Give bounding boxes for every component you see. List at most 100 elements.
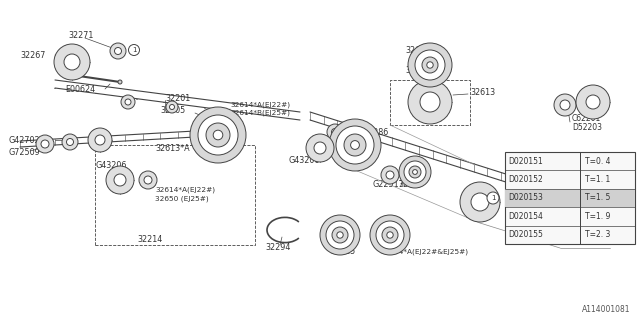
Circle shape bbox=[88, 128, 112, 152]
Circle shape bbox=[36, 135, 54, 153]
Circle shape bbox=[213, 130, 223, 140]
Text: G43206: G43206 bbox=[95, 161, 126, 170]
Circle shape bbox=[399, 156, 431, 188]
Circle shape bbox=[110, 43, 126, 59]
Text: T=1. 9: T=1. 9 bbox=[585, 212, 611, 221]
Circle shape bbox=[586, 95, 600, 109]
Text: 32613: 32613 bbox=[470, 87, 495, 97]
Text: 32614*A(EJ22#): 32614*A(EJ22#) bbox=[155, 187, 215, 193]
Text: G43206: G43206 bbox=[555, 211, 586, 220]
Circle shape bbox=[139, 171, 157, 189]
Circle shape bbox=[64, 54, 80, 70]
Circle shape bbox=[460, 182, 500, 222]
Text: 32201: 32201 bbox=[165, 93, 190, 102]
Circle shape bbox=[190, 107, 246, 163]
Circle shape bbox=[487, 192, 499, 204]
Circle shape bbox=[415, 50, 445, 80]
Text: 32267: 32267 bbox=[20, 51, 45, 60]
Circle shape bbox=[114, 174, 126, 186]
Circle shape bbox=[115, 47, 122, 54]
Circle shape bbox=[427, 62, 433, 68]
Circle shape bbox=[106, 166, 134, 194]
Circle shape bbox=[422, 57, 438, 73]
Circle shape bbox=[370, 215, 410, 255]
Circle shape bbox=[67, 139, 74, 146]
Text: 32315: 32315 bbox=[330, 247, 355, 257]
Text: 32650 (EJ25#): 32650 (EJ25#) bbox=[155, 196, 209, 202]
Text: G72509: G72509 bbox=[8, 148, 40, 156]
Circle shape bbox=[337, 232, 343, 238]
Circle shape bbox=[121, 95, 135, 109]
Bar bbox=[505, 152, 635, 244]
Circle shape bbox=[409, 166, 421, 178]
Text: 1: 1 bbox=[132, 47, 136, 53]
Circle shape bbox=[54, 44, 90, 80]
Text: T=1. 1: T=1. 1 bbox=[585, 175, 611, 184]
Text: 32614*A(EJ22#&EJ25#): 32614*A(EJ22#&EJ25#) bbox=[380, 249, 468, 255]
Circle shape bbox=[344, 134, 366, 156]
Text: 32297: 32297 bbox=[465, 211, 490, 220]
Circle shape bbox=[336, 126, 374, 164]
Circle shape bbox=[554, 94, 576, 116]
Text: C62201: C62201 bbox=[572, 114, 601, 123]
Circle shape bbox=[408, 43, 452, 87]
Text: 32237: 32237 bbox=[398, 180, 424, 188]
Circle shape bbox=[166, 101, 178, 113]
Circle shape bbox=[62, 134, 78, 150]
Circle shape bbox=[125, 99, 131, 105]
Circle shape bbox=[382, 227, 398, 243]
Circle shape bbox=[170, 105, 175, 109]
Circle shape bbox=[314, 142, 326, 154]
Text: 32271: 32271 bbox=[68, 30, 93, 39]
Circle shape bbox=[351, 140, 360, 149]
Circle shape bbox=[320, 215, 360, 255]
Circle shape bbox=[95, 135, 105, 145]
Text: D52203: D52203 bbox=[572, 123, 602, 132]
Text: D020153: D020153 bbox=[508, 194, 543, 203]
Circle shape bbox=[326, 221, 354, 249]
Text: G43206: G43206 bbox=[288, 156, 319, 164]
Circle shape bbox=[327, 124, 343, 140]
Polygon shape bbox=[528, 196, 552, 224]
Text: 32286: 32286 bbox=[363, 127, 388, 137]
Circle shape bbox=[118, 80, 122, 84]
Text: D020154: D020154 bbox=[508, 212, 543, 221]
Circle shape bbox=[364, 130, 376, 142]
Text: G42702: G42702 bbox=[8, 135, 40, 145]
Circle shape bbox=[129, 44, 140, 55]
Text: 32605: 32605 bbox=[160, 106, 185, 115]
Circle shape bbox=[376, 221, 404, 249]
Circle shape bbox=[332, 129, 339, 135]
Circle shape bbox=[560, 100, 570, 110]
Circle shape bbox=[387, 232, 393, 238]
Circle shape bbox=[144, 176, 152, 184]
Text: 32610: 32610 bbox=[405, 66, 430, 75]
Text: D020155: D020155 bbox=[508, 230, 543, 239]
Bar bbox=[505, 189, 635, 207]
Text: 32614*A(EJ22#): 32614*A(EJ22#) bbox=[230, 102, 290, 108]
Text: T=1. 5: T=1. 5 bbox=[585, 194, 611, 203]
Circle shape bbox=[206, 123, 230, 147]
Circle shape bbox=[332, 227, 348, 243]
Text: T=0. 4: T=0. 4 bbox=[585, 157, 611, 166]
Circle shape bbox=[408, 80, 452, 124]
Text: 32214: 32214 bbox=[138, 236, 163, 244]
Text: T=2. 3: T=2. 3 bbox=[585, 230, 611, 239]
Circle shape bbox=[367, 133, 372, 139]
Circle shape bbox=[306, 134, 334, 162]
Circle shape bbox=[404, 161, 426, 183]
Circle shape bbox=[532, 202, 548, 218]
Circle shape bbox=[329, 119, 381, 171]
Text: G22517: G22517 bbox=[372, 180, 404, 188]
Text: D020151: D020151 bbox=[508, 157, 543, 166]
Circle shape bbox=[381, 166, 399, 184]
Circle shape bbox=[420, 92, 440, 112]
Text: 1: 1 bbox=[491, 195, 495, 201]
Text: 32613*A: 32613*A bbox=[155, 143, 189, 153]
Circle shape bbox=[576, 85, 610, 119]
Text: A114001081: A114001081 bbox=[582, 305, 630, 314]
Circle shape bbox=[386, 171, 394, 179]
Circle shape bbox=[471, 193, 489, 211]
Text: D020152: D020152 bbox=[508, 175, 543, 184]
Circle shape bbox=[413, 170, 417, 174]
